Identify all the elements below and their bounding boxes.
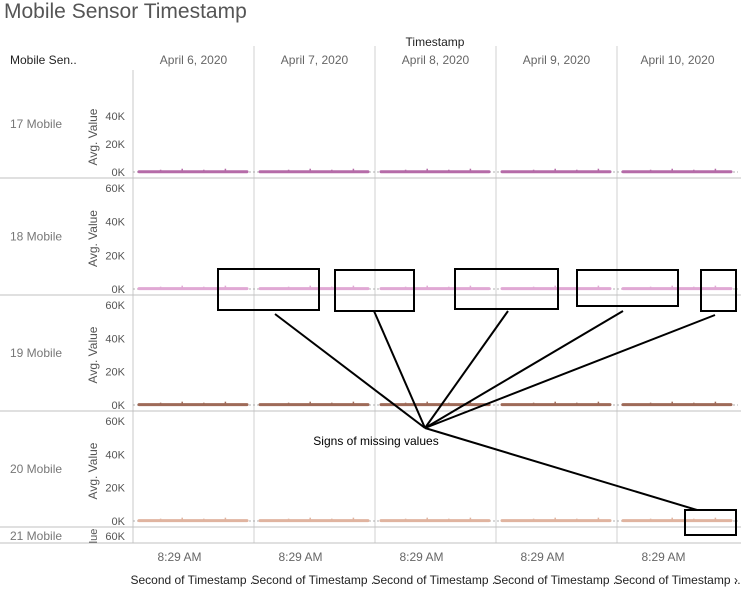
y-tick-label: 20K	[105, 367, 125, 379]
column-header: April 6, 2020	[160, 53, 228, 67]
missing-value-box	[454, 268, 559, 310]
x-axis-title: Second of Timestamp ..	[372, 573, 498, 587]
column-axis-title: Timestamp	[406, 35, 465, 49]
annotation-pointer	[424, 310, 509, 429]
y-tick-label: 20K	[105, 139, 125, 151]
y-tick-label: 40K	[105, 217, 125, 229]
x-axis-title: Second of Timestamp ..	[130, 573, 256, 587]
row-label: 18 Mobile	[10, 230, 62, 244]
marks-layer	[137, 168, 733, 523]
x-axis-title: Second of Timestamp ..	[614, 573, 740, 587]
missing-value-box	[217, 268, 320, 311]
annotation-pointer	[424, 310, 624, 429]
annotation-pointer	[373, 310, 426, 429]
y-tick-label: 0K	[112, 516, 126, 528]
x-tick-label: 8:29 AM	[157, 550, 201, 564]
row-label: 19 Mobile	[10, 346, 62, 360]
column-header: April 10, 2020	[640, 53, 714, 67]
chart-title: Mobile Sensor Timestamp	[4, 0, 247, 23]
row-label: 17 Mobile	[10, 117, 62, 131]
x-overflow-marker: ›	[734, 573, 738, 587]
grid-layer: April 6, 2020 April 7, 2020 April 8, 2020 A…	[0, 46, 741, 587]
y-tick-label: 40K	[105, 111, 125, 123]
annotation-pointer	[424, 427, 698, 511]
y-tick-label: 0K	[112, 400, 126, 412]
x-tick-label: 8:29 AM	[278, 550, 322, 564]
row-field-label: Mobile Sen..	[10, 53, 77, 67]
y-tick-label: 40K	[105, 449, 125, 461]
annotation-pointer	[274, 313, 426, 429]
column-header: April 9, 2020	[523, 53, 591, 67]
x-tick-label: 8:29 AM	[520, 550, 564, 564]
column-header: April 8, 2020	[402, 53, 470, 67]
y-tick-label: 0K	[112, 167, 126, 179]
y-tick-label: 60K	[105, 531, 125, 543]
column-header: April 7, 2020	[281, 53, 349, 67]
y-tick-label: 20K	[105, 250, 125, 262]
y-axis-title: Avg. Value	[86, 442, 100, 499]
y-tick-label: 60K	[105, 416, 125, 428]
y-axis-title: Avg. Value	[86, 108, 100, 165]
y-axis-title: lue	[88, 529, 100, 544]
annotation-pointer	[424, 314, 716, 429]
y-tick-label: 40K	[105, 333, 125, 345]
y-tick-label: 20K	[105, 483, 125, 495]
row-label: 21 Mobile	[10, 529, 62, 543]
annotation-label: Signs of missing values	[313, 434, 438, 448]
y-axis-title: Avg. Value	[86, 210, 100, 267]
missing-value-box	[576, 269, 679, 307]
x-axis-title: Second of Timestamp ..	[251, 573, 377, 587]
y-axis-title: Avg. Value	[86, 326, 100, 383]
x-tick-label: 8:29 AM	[641, 550, 685, 564]
x-axis-title: Second of Timestamp ..	[493, 573, 619, 587]
x-tick-label: 8:29 AM	[399, 550, 443, 564]
missing-value-box	[684, 509, 737, 536]
missing-value-box	[700, 269, 737, 312]
y-tick-label: 60K	[105, 183, 125, 195]
annotation-layer: Signs of missing values	[217, 268, 737, 536]
y-tick-label: 60K	[105, 300, 125, 312]
row-label: 20 Mobile	[10, 462, 62, 476]
y-tick-label: 0K	[112, 284, 126, 296]
